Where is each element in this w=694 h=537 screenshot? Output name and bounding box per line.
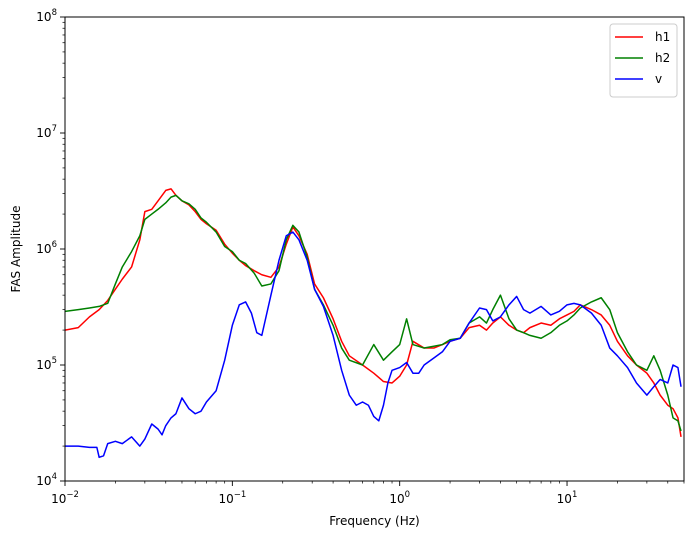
y-tick-label: 106: [36, 240, 57, 256]
legend-label-h1: h1: [655, 30, 670, 44]
legend-label-h2: h2: [655, 51, 670, 65]
y-tick-label: 104: [36, 472, 57, 488]
legend: h1 h2 v: [609, 23, 678, 98]
x-tick-label: 100: [389, 490, 410, 506]
y-tick-label: 107: [36, 124, 57, 140]
ticks-layer: 10−2 10−1 100 101 104 105 106 107 108: [36, 8, 685, 506]
y-tick-label: 108: [36, 8, 57, 24]
x-tick-label: 10−2: [51, 490, 79, 506]
y-tick-label: 105: [36, 356, 57, 372]
plot-area: 10−2 10−1 100 101 104 105 106 107 108: [36, 8, 685, 506]
x-axis-label: Frequency (Hz): [329, 514, 420, 528]
x-tick-label: 10−1: [218, 490, 246, 506]
series-layer: [65, 188, 682, 459]
series-line-v: [65, 231, 682, 459]
legend-label-v: v: [655, 72, 662, 86]
x-tick-label: 101: [557, 490, 578, 506]
y-axis-label: FAS Amplitude: [9, 206, 23, 293]
